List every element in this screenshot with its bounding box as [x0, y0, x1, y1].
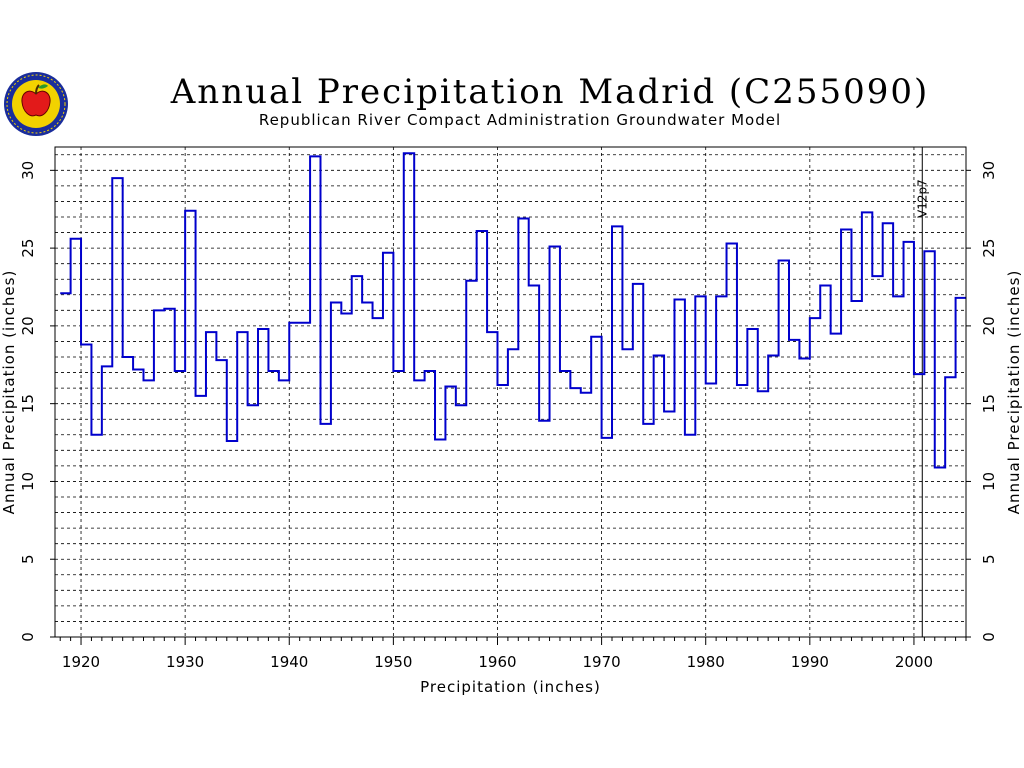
x-axis-label: Precipitation (inches) [420, 678, 601, 696]
x-tick-label: 1990 [791, 653, 829, 671]
x-tick-label: 1960 [478, 653, 516, 671]
y-tick-label-right: 0 [980, 632, 998, 642]
rrca-logo [2, 70, 70, 138]
chart-subtitle: Republican River Compact Administration … [258, 111, 782, 129]
x-tick-label: 1920 [62, 653, 100, 671]
y-tick-label-left: 15 [19, 394, 37, 413]
series-layer [60, 152, 966, 469]
x-tick-label: 2000 [895, 653, 933, 671]
tick-layer: 0 0 5 5 10 10 15 15 20 20 25 25 30 30 1920 1930 1940 1950… [19, 161, 998, 671]
y-tick-label-right: 5 [980, 554, 998, 564]
x-tick-label: 1970 [583, 653, 621, 671]
y-tick-label-left: 10 [19, 472, 37, 491]
y-tick-label-left: 20 [19, 316, 37, 335]
y-axis-label-right: Annual Precipitation (inches) [1005, 270, 1023, 515]
plot-frame [54, 146, 967, 638]
x-tick-label: 1980 [687, 653, 725, 671]
y-axis-label-left: Annual Precipitation (inches) [0, 270, 18, 515]
x-tick-label: 1950 [374, 653, 412, 671]
y-tick-label-right: 25 [980, 239, 998, 258]
y-tick-label-right: 10 [980, 472, 998, 491]
x-tick-label: 1940 [270, 653, 308, 671]
precipitation-series-line [60, 152, 966, 469]
x-tick-label: 1930 [166, 653, 204, 671]
y-tick-label-left: 5 [19, 554, 37, 564]
y-tick-label-left: 30 [19, 161, 37, 180]
chart-title: Annual Precipitation Madrid (C255090) [170, 72, 930, 112]
rrca-apple-seal-icon [4, 72, 68, 136]
y-tick-label-right: 30 [980, 161, 998, 180]
y-tick-label-right: 15 [980, 394, 998, 413]
y-tick-label-left: 0 [19, 632, 37, 642]
y-tick-label-left: 25 [19, 239, 37, 258]
version-annotation: V12p7 [915, 179, 929, 218]
grid-layer [55, 147, 966, 637]
y-tick-label-right: 20 [980, 316, 998, 335]
